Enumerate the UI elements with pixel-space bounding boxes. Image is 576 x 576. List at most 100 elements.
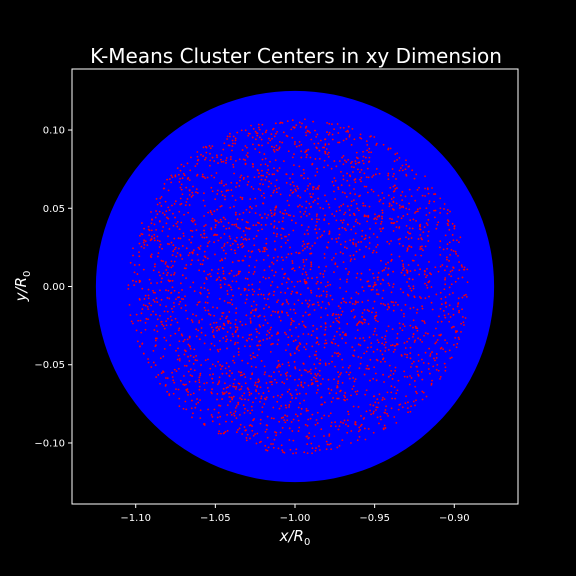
cluster-center-point [299,126,302,128]
cluster-center-point [164,200,167,203]
cluster-center-point [263,196,266,199]
cluster-center-point [315,146,318,149]
cluster-center-point [305,258,308,261]
cluster-center-point [372,307,375,310]
cluster-center-point [281,303,284,306]
cluster-center-point [262,392,265,394]
cluster-center-point [456,305,459,308]
cluster-center-point [311,218,313,221]
cluster-center-point [266,337,268,340]
cluster-center-point [331,360,333,363]
cluster-center-point [242,158,245,161]
cluster-center-point [233,385,236,388]
cluster-center-point [302,314,305,317]
cluster-center-point [440,297,443,300]
cluster-center-point [285,181,288,184]
cluster-center-point [390,291,393,294]
cluster-center-point [133,284,136,287]
cluster-center-point [267,298,269,301]
cluster-center-point [448,286,451,289]
cluster-center-point [129,314,132,317]
cluster-center-point [374,315,376,318]
cluster-center-point [347,425,350,427]
cluster-center-point [265,428,268,431]
cluster-center-point [255,132,258,134]
cluster-center-point [317,301,319,304]
cluster-center-point [334,179,337,182]
cluster-center-point [216,383,219,386]
cluster-center-point [232,355,235,358]
cluster-center-point [225,227,228,230]
cluster-center-point [154,216,157,219]
cluster-center-point [198,379,201,381]
cluster-center-point [337,313,340,316]
cluster-center-point [331,238,333,240]
cluster-center-point [256,386,258,388]
cluster-center-point [420,254,423,257]
cluster-center-point [223,431,226,434]
cluster-center-point [307,130,310,133]
cluster-center-point [350,394,352,397]
cluster-center-point [212,329,215,331]
cluster-center-point [185,186,188,189]
cluster-center-point [232,294,234,297]
cluster-center-point [305,156,308,159]
cluster-center-point [234,326,237,328]
cluster-center-point [173,260,176,263]
cluster-center-point [246,433,249,436]
cluster-center-point [316,186,319,189]
cluster-center-point [210,211,212,214]
cluster-center-point [371,251,374,254]
cluster-center-point [360,423,363,426]
cluster-center-point [159,197,162,200]
cluster-center-point [339,421,342,423]
cluster-center-point [160,205,163,207]
cluster-center-point [361,322,364,324]
cluster-center-point [308,355,311,358]
cluster-center-point [261,123,264,126]
cluster-center-point [439,246,441,249]
cluster-center-point [209,314,212,316]
cluster-center-point [275,148,278,151]
cluster-center-point [264,371,267,374]
cluster-center-point [181,274,184,277]
cluster-center-point [170,174,173,177]
cluster-center-point [286,301,288,303]
cluster-center-point [235,405,238,407]
cluster-center-point [185,408,188,411]
cluster-center-point [237,351,240,353]
cluster-center-point [389,374,392,377]
cluster-center-point [328,131,331,134]
cluster-center-point [381,336,384,339]
cluster-center-point [416,308,419,311]
cluster-center-point [445,305,448,308]
cluster-center-point [142,241,145,244]
cluster-center-point [409,232,412,235]
cluster-center-point [458,261,460,263]
cluster-center-point [295,145,298,148]
cluster-center-point [168,209,171,212]
cluster-center-point [207,408,210,411]
cluster-center-point [225,189,228,192]
cluster-center-point [183,353,186,356]
cluster-center-point [317,188,320,190]
cluster-center-point [397,303,399,306]
cluster-center-point [189,169,192,172]
cluster-center-point [224,257,227,260]
cluster-center-point [297,187,300,190]
cluster-center-point [281,141,284,144]
cluster-center-point [226,347,228,350]
cluster-center-point [160,372,163,374]
cluster-center-point [381,270,384,272]
cluster-center-point [444,339,447,342]
cluster-center-point [359,194,361,197]
cluster-center-point [317,343,320,346]
cluster-center-point [279,319,282,322]
cluster-center-point [384,350,387,352]
cluster-center-point [376,243,379,246]
cluster-center-point [224,218,227,221]
cluster-center-point [297,335,300,338]
cluster-center-point [387,303,390,306]
cluster-center-point [352,254,355,257]
cluster-center-point [218,423,221,426]
